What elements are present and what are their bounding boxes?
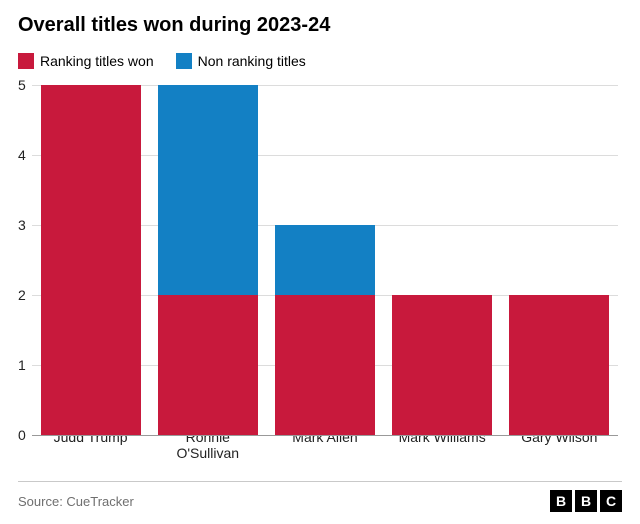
bbc-logo: BBC — [550, 490, 622, 512]
bar-column — [509, 85, 609, 435]
bar-segment-nonranking — [275, 225, 375, 295]
legend-label-ranking: Ranking titles won — [40, 53, 154, 69]
bar-column — [158, 85, 258, 435]
bar-stack — [158, 85, 258, 435]
bbc-logo-box: C — [600, 490, 622, 512]
y-tick-label: 4 — [18, 147, 26, 163]
bar-column — [392, 85, 492, 435]
chart-area: 012345 Judd TrumpRonnie O'SullivanMark A… — [18, 79, 622, 477]
footer: Source: CueTracker BBC — [18, 481, 622, 512]
bar-stack — [509, 85, 609, 435]
bar-stack — [275, 85, 375, 435]
bars-container — [32, 85, 618, 435]
y-tick-label: 1 — [18, 357, 26, 373]
bar-segment-ranking — [392, 295, 492, 435]
bar-stack — [392, 85, 492, 435]
bar-segment-nonranking — [158, 85, 258, 295]
y-tick-label: 0 — [18, 427, 26, 443]
bar-segment-ranking — [509, 295, 609, 435]
chart-title: Overall titles won during 2023-24 — [18, 14, 622, 37]
legend-swatch-ranking — [18, 53, 34, 69]
legend-item-nonranking: Non ranking titles — [176, 53, 306, 69]
y-tick-label: 5 — [18, 77, 26, 93]
legend-label-nonranking: Non ranking titles — [198, 53, 306, 69]
plot-area: 012345 — [32, 85, 618, 435]
bar-segment-ranking — [158, 295, 258, 435]
x-axis-line — [32, 435, 618, 436]
bar-segment-ranking — [41, 85, 141, 435]
legend-item-ranking: Ranking titles won — [18, 53, 154, 69]
bar-segment-ranking — [275, 295, 375, 435]
bbc-logo-box: B — [575, 490, 597, 512]
y-tick-label: 2 — [18, 287, 26, 303]
bar-column — [275, 85, 375, 435]
bar-column — [41, 85, 141, 435]
bar-stack — [41, 85, 141, 435]
legend-swatch-nonranking — [176, 53, 192, 69]
legend: Ranking titles won Non ranking titles — [18, 53, 622, 69]
bbc-logo-box: B — [550, 490, 572, 512]
source-label: Source: CueTracker — [18, 494, 134, 509]
y-tick-label: 3 — [18, 217, 26, 233]
